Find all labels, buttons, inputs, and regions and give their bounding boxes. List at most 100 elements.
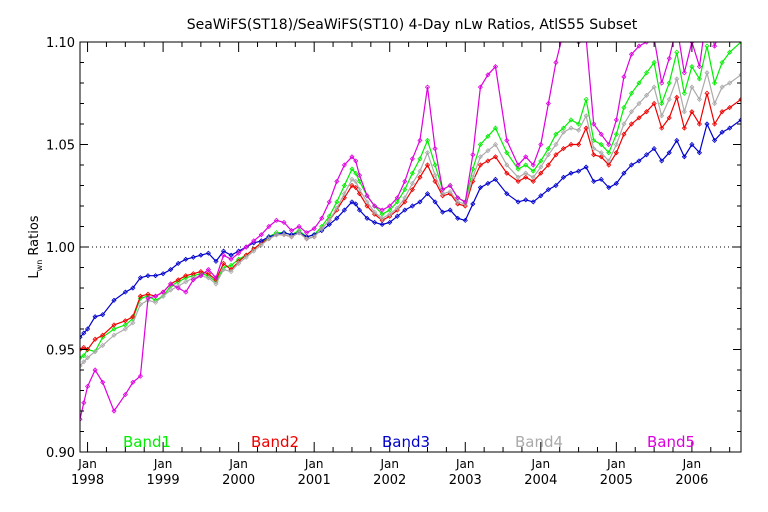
data-point xyxy=(84,346,91,353)
y-axis-label-main: L xyxy=(27,271,42,279)
data-point xyxy=(80,363,83,369)
data-point xyxy=(353,184,359,191)
data-point xyxy=(409,180,415,187)
data-point xyxy=(432,199,438,205)
data-point xyxy=(409,203,415,209)
data-point xyxy=(462,201,468,207)
data-point xyxy=(424,137,431,143)
data-point xyxy=(372,209,378,215)
data-point xyxy=(394,213,400,219)
data-point xyxy=(720,24,724,28)
data-point xyxy=(666,150,672,156)
data-point xyxy=(111,297,117,303)
x-tick-month: Jan xyxy=(304,457,324,471)
data-point xyxy=(674,76,680,82)
data-point xyxy=(402,187,408,193)
data-point xyxy=(523,162,529,168)
data-point xyxy=(273,232,279,238)
data-point xyxy=(288,234,295,240)
data-point xyxy=(560,146,567,152)
data-point xyxy=(477,162,483,168)
data-point xyxy=(183,273,189,279)
data-point xyxy=(515,199,521,205)
data-point xyxy=(492,64,499,70)
data-point xyxy=(137,301,143,307)
data-point xyxy=(353,158,359,164)
data-point xyxy=(326,199,332,205)
data-point xyxy=(530,168,536,174)
y-tick-label: 1.10 xyxy=(46,36,75,51)
data-point xyxy=(341,182,347,189)
data-point xyxy=(696,96,703,102)
data-point xyxy=(504,137,510,143)
data-point xyxy=(424,162,431,168)
data-point xyxy=(659,80,665,86)
series-line-band5 xyxy=(80,42,717,420)
data-point xyxy=(349,154,355,160)
data-point xyxy=(349,199,355,205)
y-tick-label: 0.90 xyxy=(46,446,75,461)
data-point xyxy=(515,162,521,168)
data-point xyxy=(80,416,83,422)
data-point xyxy=(228,252,234,258)
data-point xyxy=(440,191,446,197)
data-point xyxy=(598,131,604,137)
data-point xyxy=(417,174,423,180)
x-tick-year: 1998 xyxy=(71,473,104,488)
data-point xyxy=(160,293,166,299)
legend-entry-band4: Band4 xyxy=(515,433,563,451)
data-point xyxy=(341,191,347,197)
x-tick-year: 2000 xyxy=(222,473,255,488)
data-point xyxy=(198,273,204,279)
data-point xyxy=(92,314,98,320)
series-line-band2 xyxy=(80,93,741,351)
data-point xyxy=(553,182,559,189)
data-point xyxy=(719,84,725,90)
x-tick-year: 1999 xyxy=(147,473,180,488)
data-point xyxy=(288,228,295,234)
data-point xyxy=(613,141,619,148)
data-point xyxy=(727,125,733,131)
data-point xyxy=(553,59,559,66)
data-point xyxy=(379,211,385,217)
data-point xyxy=(651,84,657,90)
y-tick-label: 1.00 xyxy=(46,241,75,256)
data-point xyxy=(190,254,196,260)
data-point xyxy=(659,158,665,164)
data-point xyxy=(424,84,431,90)
data-point xyxy=(504,170,510,176)
data-point xyxy=(80,334,83,340)
data-point xyxy=(704,70,710,76)
data-point xyxy=(81,330,87,336)
data-point xyxy=(477,141,483,148)
data-point xyxy=(81,359,87,365)
data-point xyxy=(175,285,181,291)
data-point xyxy=(711,43,718,49)
data-point xyxy=(523,174,529,180)
data-point xyxy=(364,199,370,205)
series-band1 xyxy=(80,42,741,361)
series-layer xyxy=(80,24,741,422)
data-point xyxy=(485,158,491,164)
data-point xyxy=(704,43,710,49)
data-point xyxy=(492,125,499,131)
data-point xyxy=(621,121,627,127)
data-point xyxy=(651,59,657,66)
data-point xyxy=(674,137,680,143)
data-point xyxy=(251,248,257,254)
data-point xyxy=(606,162,612,168)
data-point xyxy=(515,166,521,172)
x-tick-month: Jan xyxy=(153,457,173,471)
data-point xyxy=(576,168,582,174)
data-point xyxy=(644,92,650,98)
data-point xyxy=(659,100,665,107)
data-point xyxy=(190,275,196,281)
data-point xyxy=(689,84,695,90)
data-point xyxy=(470,201,476,207)
data-point xyxy=(470,152,476,158)
data-point xyxy=(111,322,117,328)
data-point xyxy=(356,172,363,178)
data-point xyxy=(681,90,687,96)
data-point xyxy=(591,121,597,127)
data-point xyxy=(111,332,117,338)
